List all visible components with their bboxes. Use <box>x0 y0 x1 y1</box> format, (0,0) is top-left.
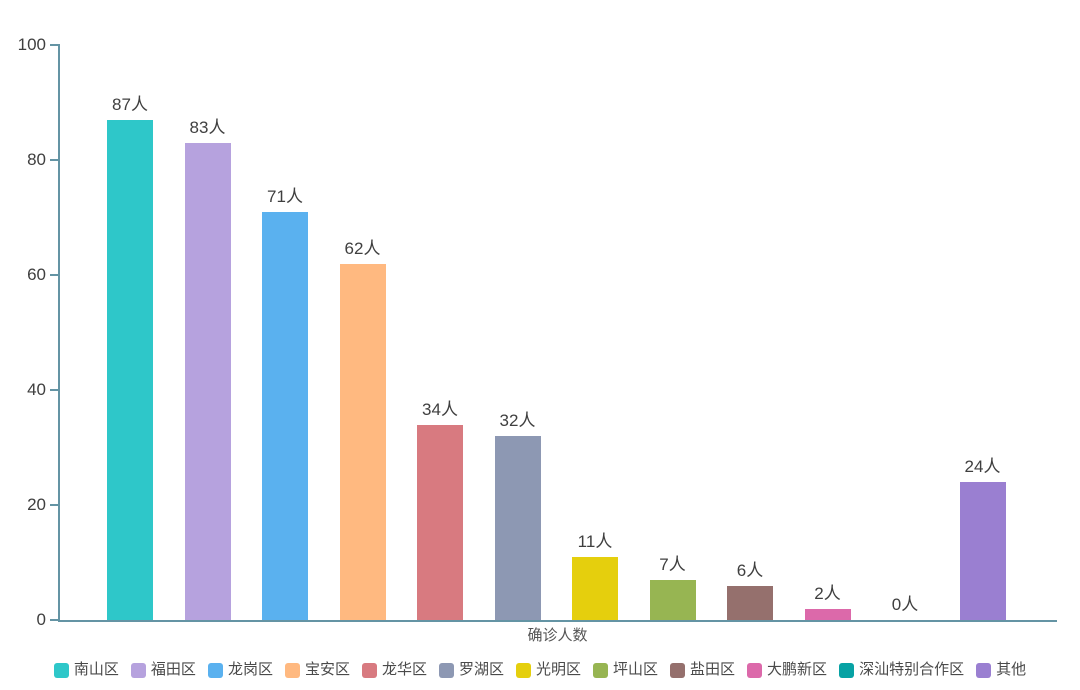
legend-label: 光明区 <box>536 661 582 678</box>
legend-item-深汕特别合作区[interactable]: 深汕特别合作区 <box>839 661 964 679</box>
bar-罗湖区[interactable] <box>494 436 541 620</box>
plot-area: 0 20 40 60 80 100 87人 83人 71人 62人 34人 32人 11人 7人 6人 2人… <box>18 35 1057 644</box>
legend-item-南山区[interactable]: 南山区 <box>53 661 119 679</box>
legend-swatch-icon <box>53 662 69 678</box>
bar-value-label: 24人 <box>964 457 1001 476</box>
legend-swatch-icon <box>839 662 855 678</box>
legend-item-其他[interactable]: 其他 <box>976 661 1026 679</box>
legend-label: 福田区 <box>150 661 196 678</box>
legend-label: 盐田区 <box>690 661 736 678</box>
bar-column-宝安区: 62人 <box>339 45 386 620</box>
legend-item-龙岗区[interactable]: 龙岗区 <box>207 661 273 679</box>
bar-value-label: 32人 <box>499 411 536 430</box>
legend-item-光明区[interactable]: 光明区 <box>516 661 581 679</box>
bar-column-其他: 24人 <box>959 45 1006 620</box>
y-tick-label: 60 <box>27 265 46 284</box>
bar-光明区[interactable] <box>572 556 618 620</box>
legend-label: 其他 <box>996 661 1027 678</box>
legend-label: 南山区 <box>73 661 119 678</box>
bar-column-光明区: 11人 <box>572 45 618 620</box>
x-axis-title: 确诊人数 <box>527 627 588 644</box>
legend-swatch-icon <box>670 662 686 678</box>
bar-value-label: 83人 <box>189 117 226 137</box>
legend-item-盐田区[interactable]: 盐田区 <box>670 661 735 679</box>
y-tick-label: 0 <box>36 610 46 629</box>
y-tick-mark <box>50 389 60 391</box>
legend-item-大鹏新区[interactable]: 大鹏新区 <box>747 661 827 679</box>
y-tick-label: 20 <box>27 495 46 514</box>
bar-column-龙华区: 34人 <box>417 45 463 620</box>
bar-column-坪山区: 7人 <box>649 45 696 620</box>
legend-swatch-icon <box>516 662 531 678</box>
legend-swatch-icon <box>284 662 300 678</box>
bar-大鹏新区[interactable] <box>804 608 851 620</box>
bar-龙华区[interactable] <box>417 424 463 620</box>
legend-item-坪山区[interactable]: 坪山区 <box>593 661 658 679</box>
y-tick-mark <box>50 159 60 161</box>
legend-label: 大鹏新区 <box>767 661 828 678</box>
y-tick-label: 40 <box>27 380 46 399</box>
legend-item-龙华区[interactable]: 龙华区 <box>361 661 427 679</box>
legend-swatch-icon <box>438 662 454 678</box>
bar-坪山区[interactable] <box>649 579 696 620</box>
bar-value-label: 11人 <box>577 531 613 551</box>
legend-label: 深汕特别合作区 <box>859 661 965 678</box>
bar-column-盐田区: 6人 <box>727 45 773 620</box>
legend-label: 龙岗区 <box>227 661 273 678</box>
bar-column-大鹏新区: 2人 <box>804 45 851 620</box>
legend-item-福田区[interactable]: 福田区 <box>130 661 196 679</box>
legend-swatch-icon <box>130 662 146 678</box>
bar-column-罗湖区: 32人 <box>494 45 541 620</box>
bar-column-深汕特别合作区: 0人 <box>882 45 928 620</box>
legend-swatch-icon <box>747 662 763 678</box>
bar-value-label: 71人 <box>267 186 303 206</box>
legend-label: 宝安区 <box>304 661 350 678</box>
legend-swatch-icon <box>207 662 223 678</box>
y-tick-mark <box>50 274 60 276</box>
legend-label: 坪山区 <box>613 661 659 678</box>
bar-南山区[interactable] <box>107 119 153 620</box>
legend-swatch-icon <box>361 662 377 678</box>
bar-value-label: 34人 <box>422 399 458 419</box>
y-axis <box>58 45 60 620</box>
x-axis <box>58 620 1057 622</box>
y-tick-mark <box>50 504 60 506</box>
bar-value-label: 7人 <box>659 554 686 574</box>
bar-福田区[interactable] <box>184 142 231 620</box>
bar-value-label: 0人 <box>891 595 919 614</box>
bar-column-龙岗区: 71人 <box>262 45 308 620</box>
y-tick-label: 80 <box>27 150 46 169</box>
y-tick-mark <box>50 44 60 46</box>
bar-其他[interactable] <box>959 482 1006 620</box>
bar-value-label: 62人 <box>344 238 381 258</box>
legend-item-罗湖区[interactable]: 罗湖区 <box>438 661 504 679</box>
legend: 南山区 福田区 龙岗区 宝安区 龙华区 罗湖区 光明区 坪山区 盐田区 大鹏新区 深汕特别合作区 其他 <box>0 661 1080 679</box>
legend-swatch-icon <box>593 662 609 678</box>
legend-item-宝安区[interactable]: 宝安区 <box>284 661 350 679</box>
bar-value-label: 87人 <box>112 94 148 114</box>
y-tick-mark <box>50 619 60 621</box>
legend-label: 罗湖区 <box>458 661 504 678</box>
y-tick-label: 100 <box>17 35 46 54</box>
bar-盐田区[interactable] <box>727 585 773 620</box>
legend-label: 龙华区 <box>381 661 427 678</box>
legend-swatch-icon <box>976 662 992 678</box>
bar-column-福田区: 83人 <box>184 45 231 620</box>
bar-value-label: 6人 <box>736 560 764 580</box>
bar-value-label: 2人 <box>814 583 841 603</box>
bar-column-南山区: 87人 <box>107 45 153 620</box>
bar-龙岗区[interactable] <box>262 211 308 620</box>
bar-宝安区[interactable] <box>339 263 386 620</box>
